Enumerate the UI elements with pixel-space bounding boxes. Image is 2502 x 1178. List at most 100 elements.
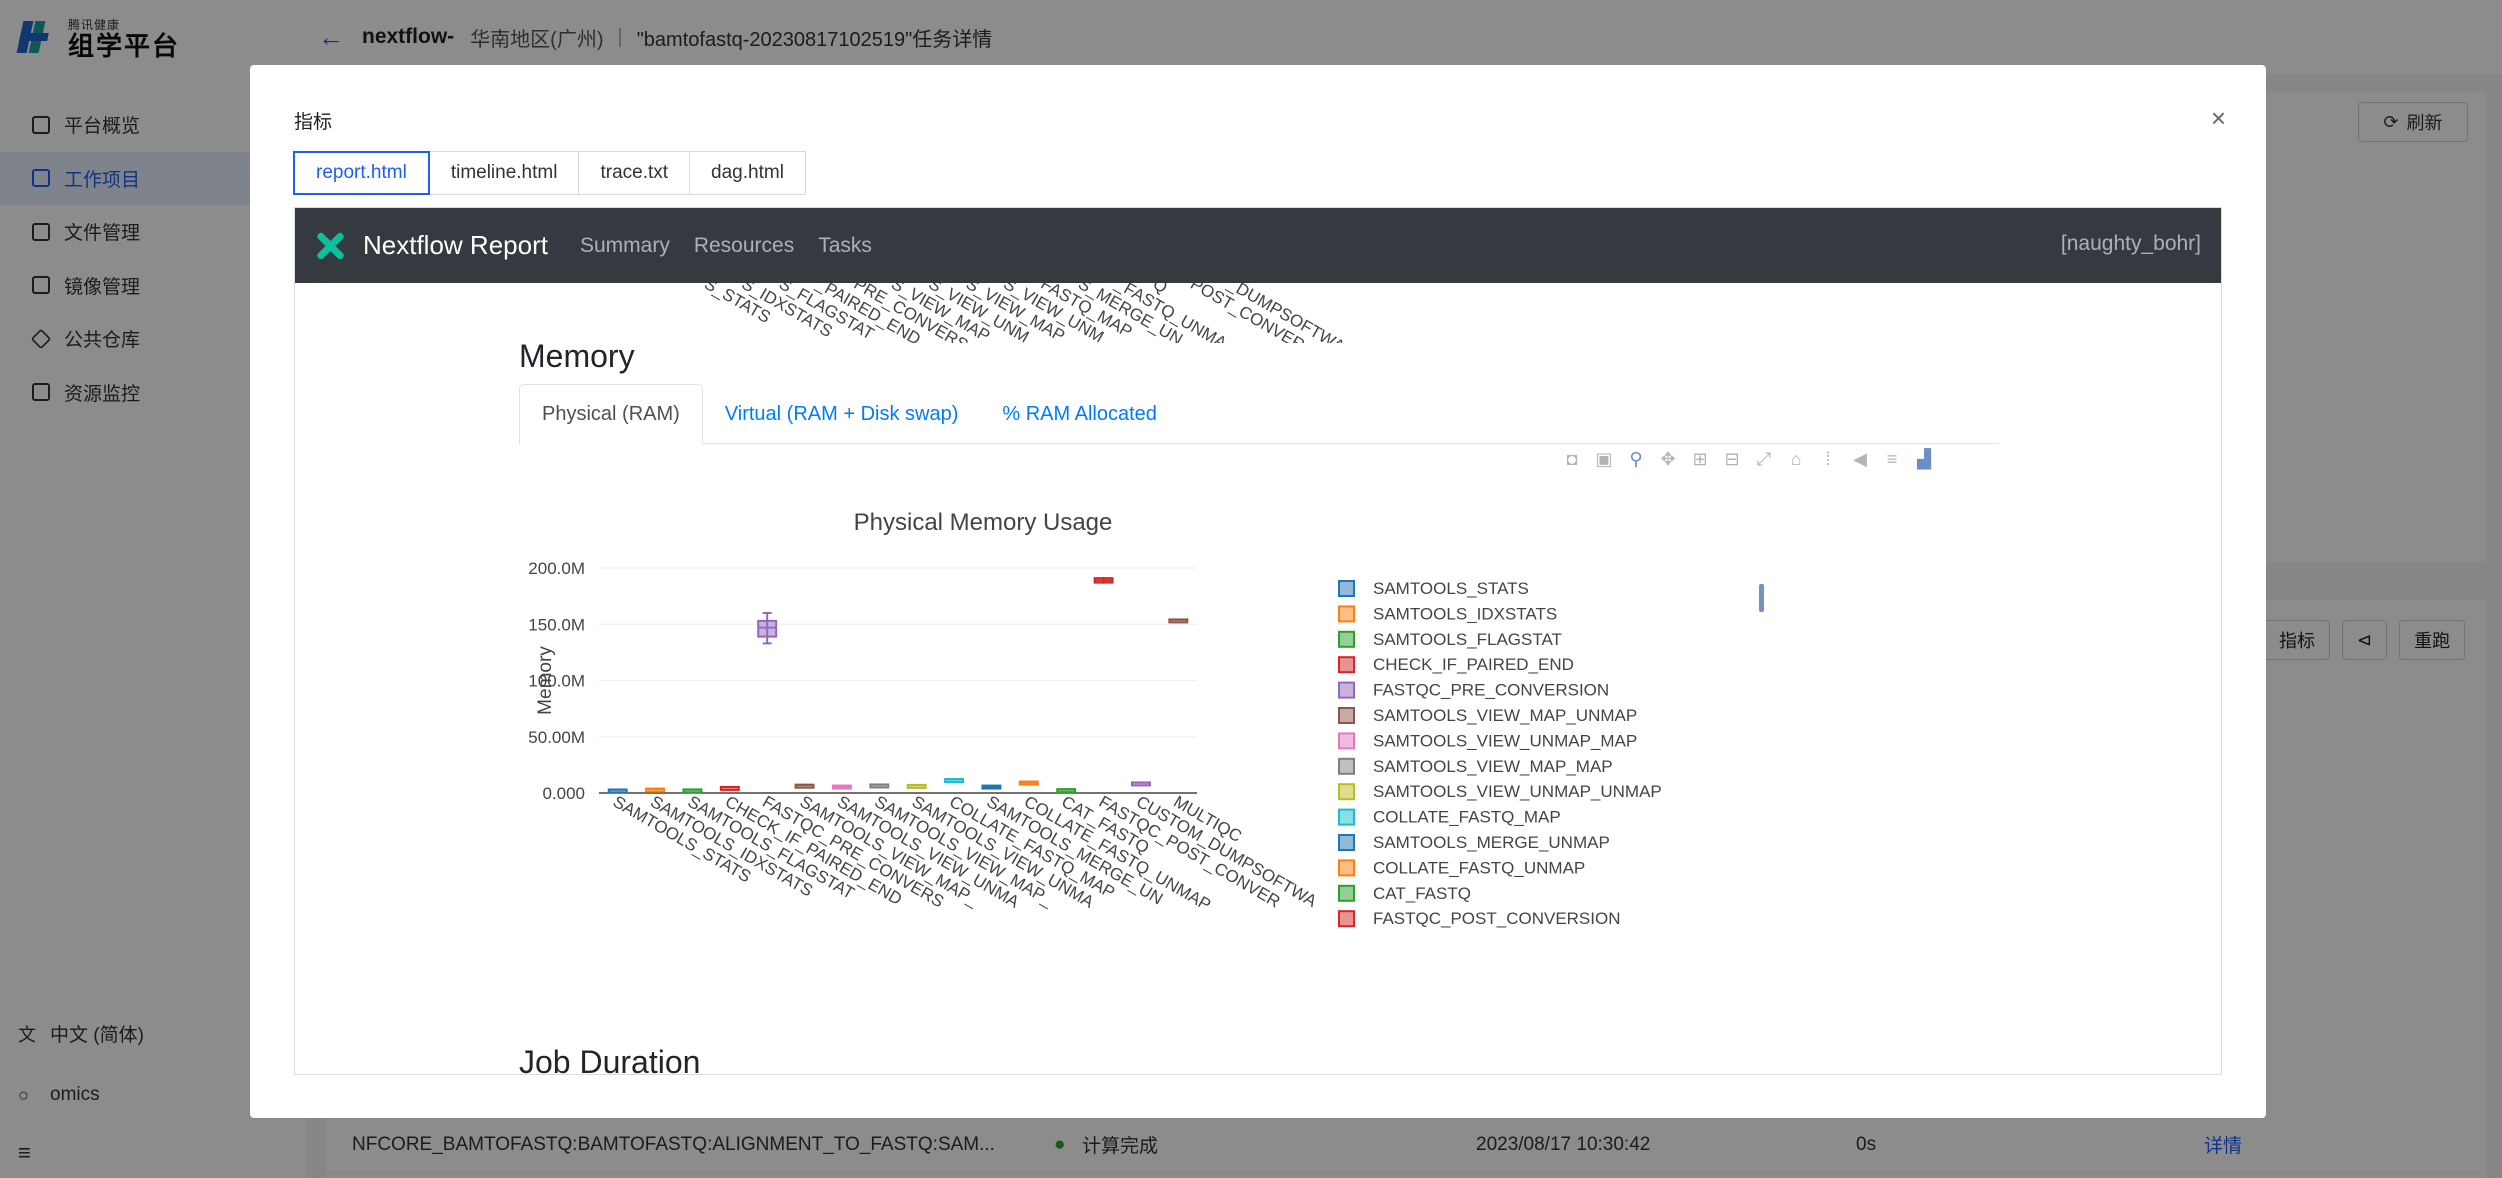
legend-swatch bbox=[1338, 656, 1355, 674]
legend-entry: SAMTOOLS_VIEW_MAP_UNMAP bbox=[1373, 706, 1637, 725]
zoom-in-icon[interactable]: ⊞ bbox=[1692, 448, 1708, 469]
sidebar-item-overview[interactable]: 平台概览 bbox=[0, 98, 306, 152]
refresh-icon: ⟳ bbox=[2383, 111, 2399, 132]
page-header: ← nextflow- 华南地区(广州) | "bamtofastq-20230… bbox=[306, 0, 2502, 74]
refresh-label: 刷新 bbox=[2406, 113, 2443, 133]
tab-report-html[interactable]: report.html bbox=[293, 151, 430, 195]
tab-ram-allocated[interactable]: % RAM Allocated bbox=[1002, 402, 1157, 425]
memory-subtabs: Physical (RAM) Virtual (RAM + Disk swap)… bbox=[519, 384, 1999, 445]
y-tick-label: 0.000 bbox=[542, 784, 585, 803]
logo-subtitle: 腾讯健康 bbox=[68, 17, 121, 32]
autoscale-icon[interactable]: ⤢ bbox=[1756, 448, 1772, 469]
legend-entry: SAMTOOLS_IDXSTATS bbox=[1373, 604, 1557, 623]
y-tick-label: 200.0M bbox=[528, 559, 585, 578]
sidebar-item-images[interactable]: 镜像管理 bbox=[0, 259, 306, 313]
legend-swatch bbox=[1338, 732, 1355, 750]
sidebar-item-monitor[interactable]: 资源监控 bbox=[0, 366, 306, 420]
tab-trace-txt[interactable]: trace.txt bbox=[578, 151, 691, 195]
sidebar-item-files[interactable]: 文件管理 bbox=[0, 205, 306, 259]
user-icon: ○ bbox=[18, 1084, 29, 1105]
legend-swatch bbox=[1338, 757, 1355, 775]
task-name: NFCORE_BAMTOFASTQ:BAMTOFASTQ:ALIGNMENT_T… bbox=[352, 1133, 995, 1155]
legend-swatch bbox=[1338, 884, 1355, 902]
physical-memory-chart[interactable]: Physical Memory Usage 0.000 50.00M 100.0M 15… bbox=[519, 478, 1999, 1058]
translate-icon: 文 bbox=[18, 1024, 36, 1045]
chart-title: Physical Memory Usage bbox=[854, 509, 1113, 536]
detail-link[interactable]: 详情 bbox=[2204, 1136, 2243, 1157]
image-icon bbox=[32, 276, 50, 295]
modal-title: 指标 bbox=[294, 112, 333, 133]
pan-icon[interactable]: ✥ bbox=[1660, 448, 1676, 469]
region-label: 华南地区(广州) bbox=[470, 28, 604, 51]
y-tick-label: 50.00M bbox=[528, 728, 585, 747]
sidebar-item-label: 工作项目 bbox=[64, 169, 141, 191]
previous-chart-tick-labels: S_STATSS_IDXSTATSS_FLAGSTAT_PAIRED_ENDPR… bbox=[701, 283, 1349, 343]
tab-dag-html[interactable]: dag.html bbox=[689, 151, 806, 195]
nav-tasks[interactable]: Tasks bbox=[818, 233, 872, 257]
platform-logo[interactable]: 腾讯健康 组学平台 bbox=[16, 16, 181, 61]
layers-icon bbox=[32, 169, 50, 188]
metrics-button[interactable]: 指标 bbox=[2264, 620, 2330, 660]
legend-swatch bbox=[1338, 630, 1355, 648]
y-tick-label: 150.0M bbox=[528, 615, 585, 634]
refresh-button[interactable]: ⟳ 刷新 bbox=[2358, 102, 2468, 142]
report-file-tabs: report.html timeline.html trace.txt dag.… bbox=[293, 151, 806, 195]
hover-closest-icon[interactable]: ◀ bbox=[1853, 448, 1867, 469]
legend-entry: COLLATE_FASTQ_MAP bbox=[1373, 808, 1561, 827]
job-duration-section-title: Job Duration bbox=[519, 1044, 701, 1075]
user-menu[interactable]: ○ omics bbox=[18, 1084, 100, 1106]
log-icon: ⊲ bbox=[2357, 629, 2373, 650]
sidebar-item-label: 平台概览 bbox=[64, 116, 141, 138]
legend-swatch bbox=[1338, 707, 1355, 724]
back-arrow-icon[interactable]: ← bbox=[318, 21, 344, 52]
zoom-icon[interactable]: ⚲ bbox=[1629, 448, 1643, 469]
legend-entry: COLLATE_FASTQ_UNMAP bbox=[1373, 858, 1585, 877]
nav-resources[interactable]: Resources bbox=[693, 233, 795, 257]
spike-icon[interactable]: ⁞ bbox=[1825, 448, 1831, 469]
legend-entry: SAMTOOLS_MERGE_UNMAP bbox=[1373, 833, 1610, 852]
hover-compare-icon[interactable]: ≡ bbox=[1886, 448, 1898, 469]
legend-entry: CHECK_IF_PAIRED_END bbox=[1373, 655, 1574, 674]
legend-entry: SAMTOOLS_VIEW_UNMAP_UNMAP bbox=[1373, 782, 1662, 801]
sidebar-item-public-repo[interactable]: 公共仓库 bbox=[0, 312, 306, 366]
legend-entry: SAMTOOLS_STATS bbox=[1373, 579, 1529, 598]
task-actions: 指标 ⊲ 重跑 bbox=[2264, 620, 2466, 660]
log-button[interactable]: ⊲ bbox=[2342, 620, 2388, 660]
rerun-button[interactable]: 重跑 bbox=[2399, 620, 2466, 660]
chart-icon bbox=[32, 383, 50, 402]
plot-modebar: ◘ ▣ ⚲ ✥ ⊞ ⊟ ⤢ ⌂ ⁞ ◀ ≡ ▟ bbox=[1560, 448, 1936, 470]
memory-section-title: Memory bbox=[519, 338, 635, 374]
camera-icon[interactable]: ◘ bbox=[1566, 448, 1578, 469]
language-switcher[interactable]: 文中文 (简体) bbox=[18, 1020, 144, 1047]
workflow-name: nextflow- bbox=[362, 25, 455, 48]
legend-entry: CAT_FASTQ bbox=[1373, 884, 1471, 903]
y-axis-label: Memory bbox=[535, 646, 556, 715]
save-icon[interactable]: ▣ bbox=[1595, 448, 1613, 469]
legend-entry: SAMTOOLS_FLAGSTAT bbox=[1373, 630, 1562, 649]
legend-swatch bbox=[1338, 783, 1355, 801]
tab-timeline-html[interactable]: timeline.html bbox=[428, 151, 580, 195]
reset-icon[interactable]: ⌂ bbox=[1790, 448, 1802, 469]
legend-swatch bbox=[1338, 681, 1355, 699]
task-title: "bamtofastq-20230817102519"任务详情 bbox=[636, 28, 993, 51]
tab-physical-ram[interactable]: Physical (RAM) bbox=[519, 384, 703, 445]
report-navbar: Nextflow Report Summary Resources Tasks … bbox=[295, 208, 2221, 283]
report-iframe[interactable]: S_STATS S_IDXSTATS S_FLAGSTAT _PAIRED_END PR… bbox=[294, 207, 2222, 1075]
status-icon: ● bbox=[1054, 1133, 1066, 1155]
close-icon[interactable]: × bbox=[2210, 103, 2226, 133]
run-name: [naughty_bohr] bbox=[2060, 232, 2201, 255]
tab-virtual-ram[interactable]: Virtual (RAM + Disk swap) bbox=[724, 402, 959, 425]
legend-scrollbar[interactable] bbox=[1759, 584, 1764, 612]
sidebar-item-label: 公共仓库 bbox=[64, 330, 141, 352]
box-fastqc_pre_conversion bbox=[757, 619, 778, 638]
zoom-out-icon[interactable]: ⊟ bbox=[1724, 448, 1740, 469]
header-separator: | bbox=[617, 25, 623, 48]
plotly-logo-icon[interactable]: ▟ bbox=[1917, 448, 1931, 469]
nextflow-logo-icon bbox=[313, 229, 347, 263]
task-time: 2023/08/17 10:30:42 bbox=[1476, 1133, 1651, 1155]
logo-title: 组学平台 bbox=[68, 30, 181, 61]
report-brand[interactable]: Nextflow Report bbox=[363, 230, 548, 260]
collapse-menu-button[interactable]: ≡ bbox=[18, 1140, 31, 1166]
nav-summary[interactable]: Summary bbox=[579, 233, 670, 257]
sidebar-item-label: 镜像管理 bbox=[64, 276, 141, 298]
